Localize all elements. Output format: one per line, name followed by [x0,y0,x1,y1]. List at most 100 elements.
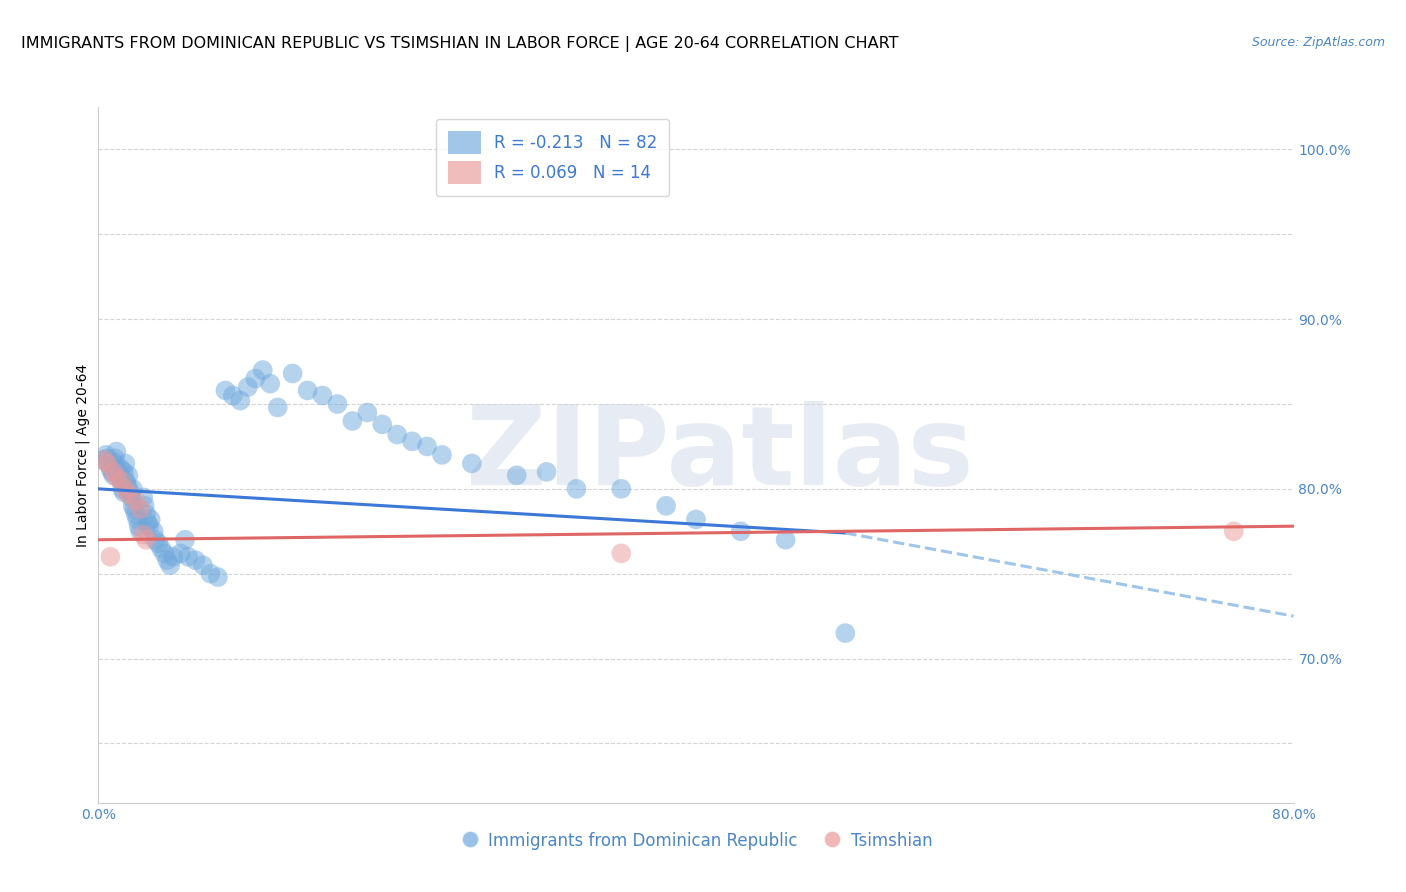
Point [259,376,281,391]
Point [129,502,152,516]
Point [153,546,176,560]
Point [117,487,139,501]
Point [114,482,136,496]
Point [610,546,633,560]
Point [252,363,274,377]
Point [311,388,333,402]
Point [114,474,136,488]
Text: IMMIGRANTS FROM DOMINICAN REPUBLIC VS TSIMSHIAN IN LABOR FORCE | AGE 20-64 CORRE: IMMIGRANTS FROM DOMINICAN REPUBLIC VS TS… [21,36,898,52]
Point [112,485,135,500]
Point [139,512,162,526]
Point [236,380,259,394]
Point [356,405,378,419]
Point [191,558,214,573]
Point [174,533,197,547]
Point [207,570,229,584]
Point [138,519,160,533]
Point [326,397,349,411]
Point [112,465,135,479]
Point [430,448,453,462]
Point [128,519,150,533]
Point [103,468,125,483]
Point [96,451,118,466]
Legend: Immigrants from Dominican Republic, Tsimshian: Immigrants from Dominican Republic, Tsim… [453,826,939,857]
Point [120,491,142,505]
Point [98,461,122,475]
Point [536,465,558,479]
Point [98,549,122,564]
Point [105,458,128,472]
Point [103,455,125,469]
Point [121,482,143,496]
Point [159,558,181,573]
Point [416,439,439,453]
Point [127,512,149,526]
Point [730,524,752,539]
Point [104,451,127,466]
Point [506,468,529,483]
Point [124,502,146,516]
Point [297,384,319,398]
Point [775,533,797,547]
Point [222,388,245,402]
Text: ZIPatlas: ZIPatlas [465,401,974,508]
Point [150,541,173,556]
Point [117,468,139,483]
Point [148,536,170,550]
Point [610,482,633,496]
Text: Source: ZipAtlas.com: Source: ZipAtlas.com [1251,36,1385,49]
Point [267,401,290,415]
Point [105,444,128,458]
Point [1223,524,1246,539]
Point [184,553,207,567]
Point [200,566,222,581]
Point [96,457,118,471]
Point [135,508,157,522]
Point [169,546,191,560]
Point [685,512,707,526]
Point [134,499,156,513]
Point [97,457,120,471]
Point [162,549,184,564]
Point [214,384,236,398]
Point [114,457,136,471]
Point [142,524,165,539]
Point [385,427,409,442]
Point [136,516,159,530]
Y-axis label: In Labor Force | Age 20-64: In Labor Force | Age 20-64 [76,363,90,547]
Point [91,453,114,467]
Point [281,367,304,381]
Point [371,417,394,432]
Point [135,533,157,547]
Point [110,474,132,488]
Point [111,482,134,496]
Point [93,453,115,467]
Point [245,371,267,385]
Point [115,476,138,491]
Point [461,457,484,471]
Point [107,465,129,479]
Point [117,482,139,496]
Point [401,434,423,449]
Point [110,461,132,475]
Point [132,527,155,541]
Point [101,465,124,479]
Point [125,508,148,522]
Point [94,448,117,462]
Point [129,524,152,539]
Point [655,499,678,513]
Point [121,499,143,513]
Point [342,414,364,428]
Point [118,485,141,500]
Point [110,474,132,488]
Point [565,482,588,496]
Point [834,626,856,640]
Point [103,465,125,479]
Point [125,493,148,508]
Point [143,533,166,547]
Point [229,393,252,408]
Point [156,553,179,567]
Point [177,549,200,564]
Point [132,491,155,505]
Point [108,468,131,483]
